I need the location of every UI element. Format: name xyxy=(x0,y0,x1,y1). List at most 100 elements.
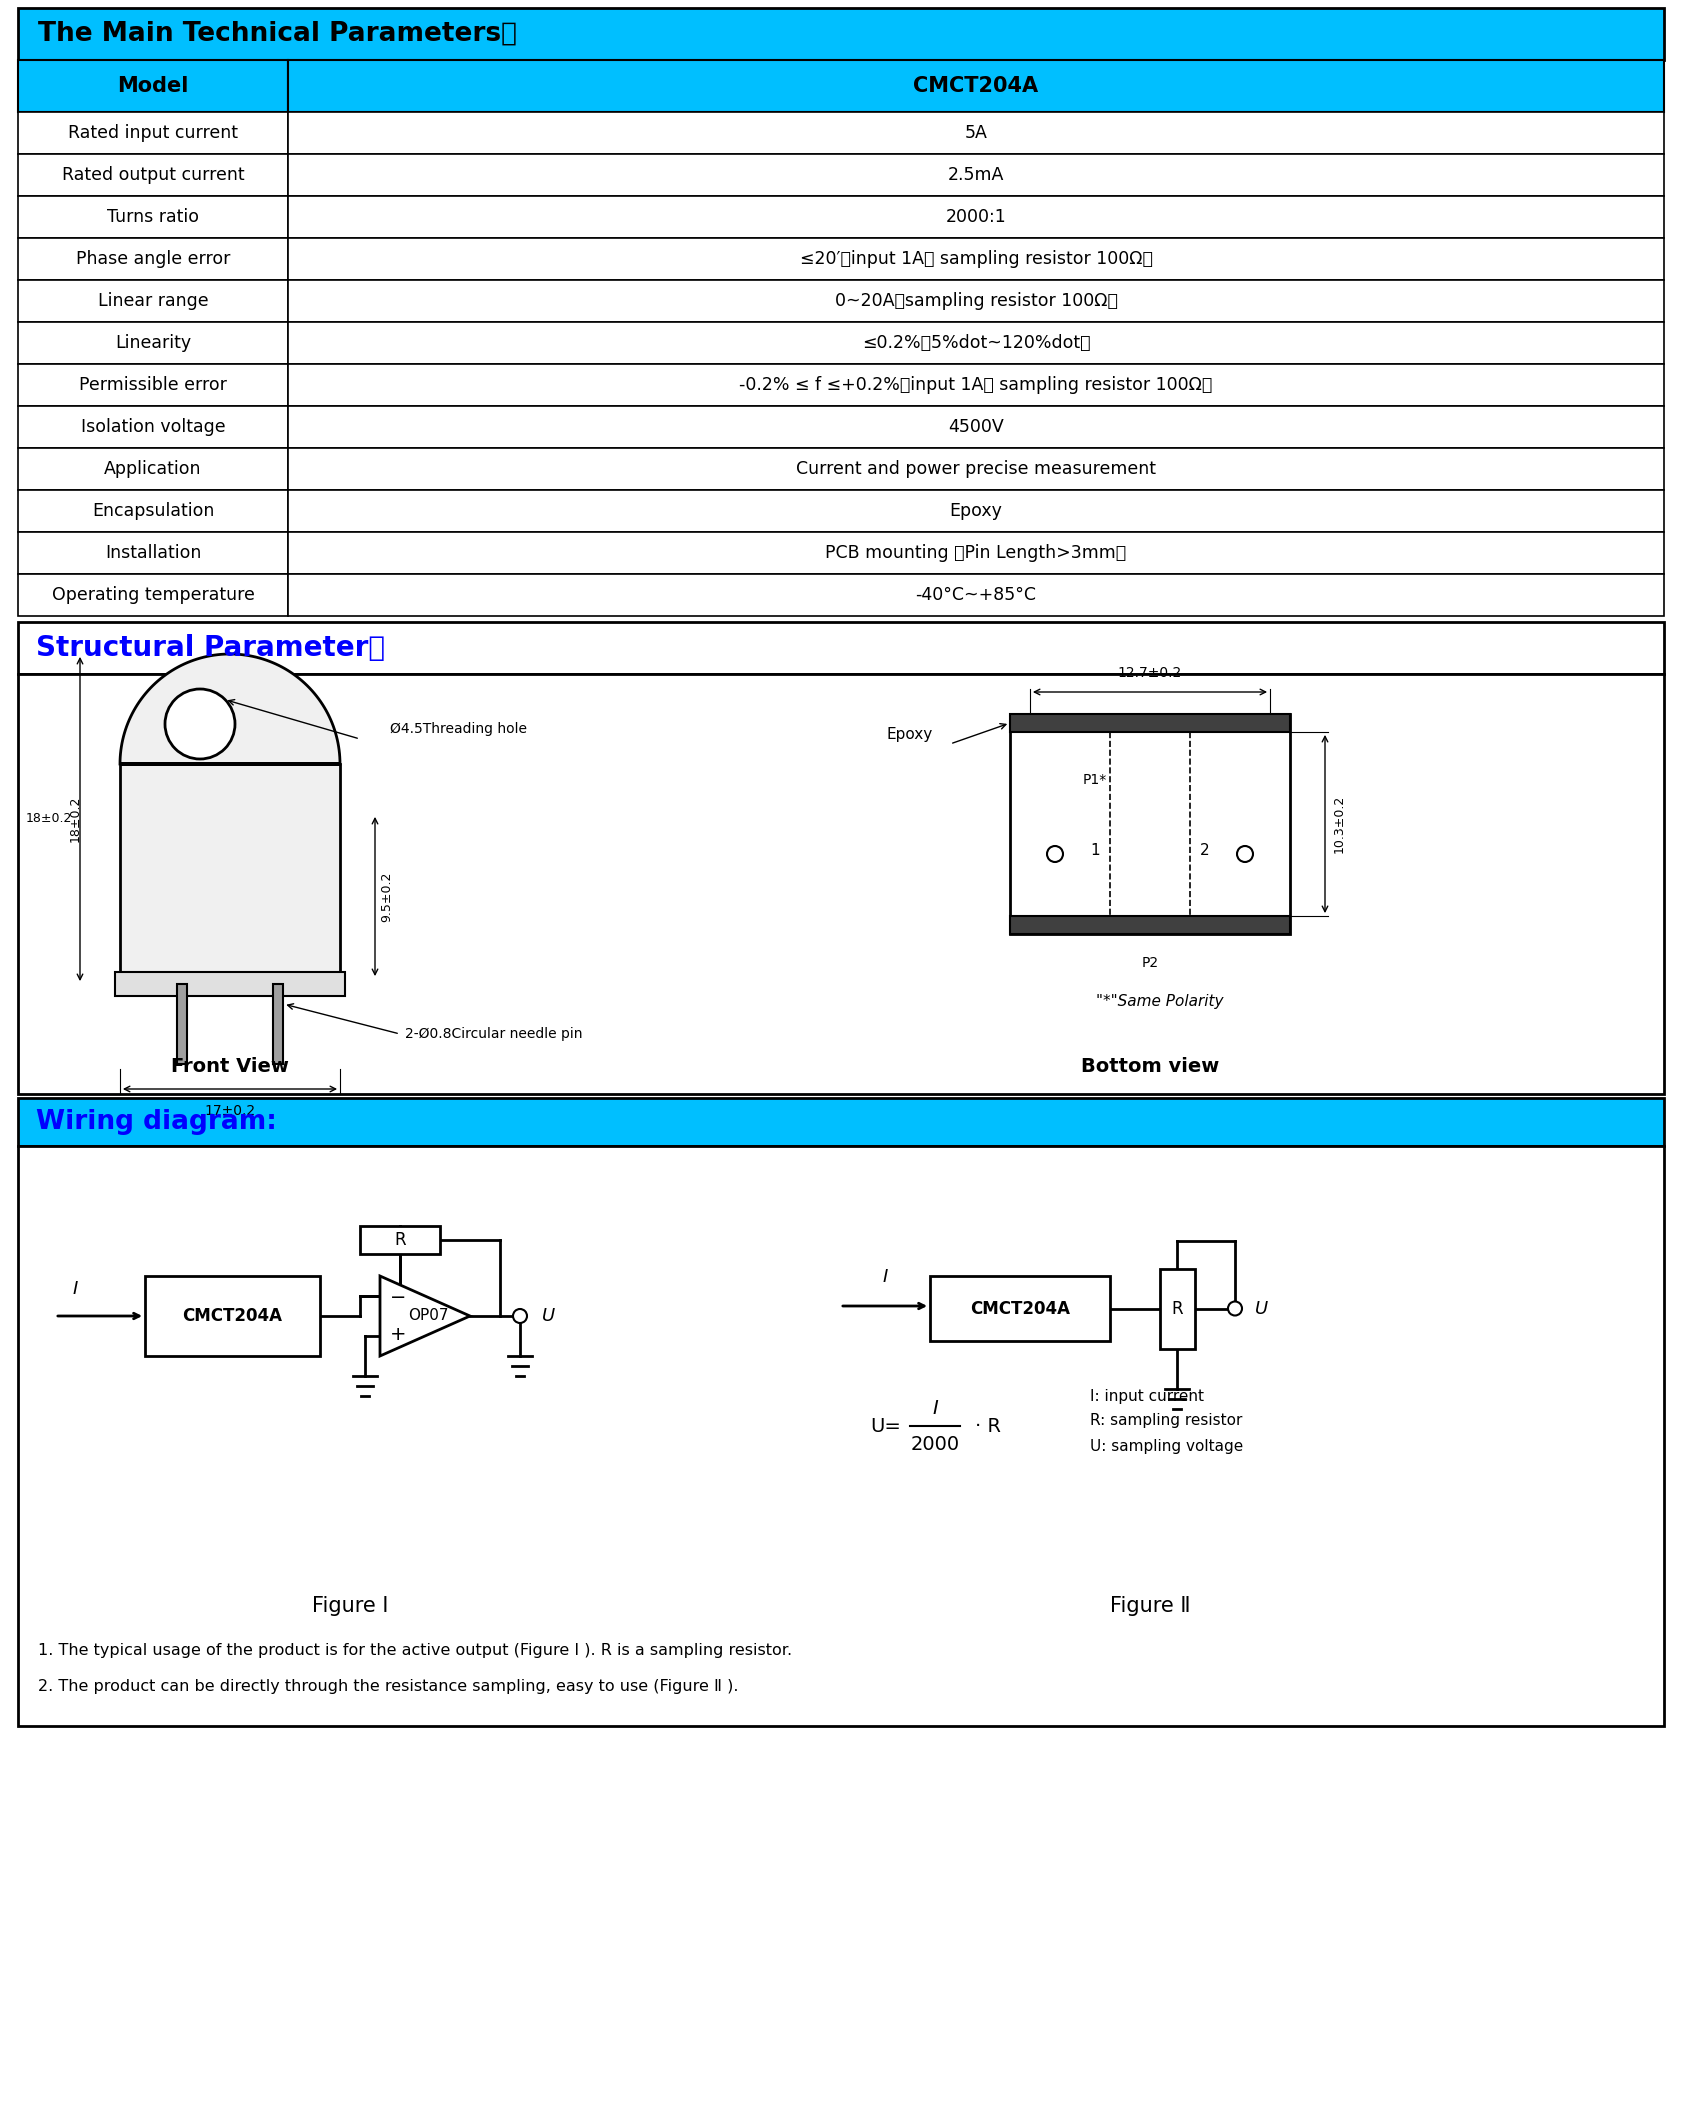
Text: R: R xyxy=(1172,1300,1184,1317)
Bar xyxy=(288,447,1663,490)
Text: The Main Technical Parameters：: The Main Technical Parameters： xyxy=(39,21,516,46)
Text: 2.5mA: 2.5mA xyxy=(949,167,1004,184)
Text: U: U xyxy=(1255,1300,1268,1317)
Text: Linearity: Linearity xyxy=(114,333,192,352)
Bar xyxy=(19,447,288,490)
Text: U: U xyxy=(542,1306,555,1325)
Text: P2: P2 xyxy=(1142,956,1159,971)
Text: · R: · R xyxy=(976,1416,1001,1435)
Text: 4500V: 4500V xyxy=(949,418,1004,437)
Text: -40°C~+85°C: -40°C~+85°C xyxy=(915,587,1036,603)
Text: Encapsulation: Encapsulation xyxy=(93,502,214,519)
Polygon shape xyxy=(380,1277,469,1357)
Text: Linear range: Linear range xyxy=(98,291,209,310)
Text: 17±0.2: 17±0.2 xyxy=(205,1104,256,1118)
Text: 1. The typical usage of the product is for the active output (Figure Ⅰ ). R is a: 1. The typical usage of the product is f… xyxy=(39,1644,792,1658)
Text: 10.3±0.2: 10.3±0.2 xyxy=(1334,795,1346,852)
Bar xyxy=(19,622,1663,673)
Bar xyxy=(19,323,288,365)
Circle shape xyxy=(513,1308,526,1323)
Bar xyxy=(288,238,1663,281)
Text: Rated output current: Rated output current xyxy=(62,167,244,184)
Text: P1*: P1* xyxy=(1083,772,1107,787)
Bar xyxy=(288,196,1663,238)
Text: I: I xyxy=(932,1399,939,1418)
Circle shape xyxy=(1236,846,1253,863)
Text: I: I xyxy=(72,1281,77,1298)
Text: Operating temperature: Operating temperature xyxy=(52,587,254,603)
Text: Application: Application xyxy=(104,460,202,479)
Circle shape xyxy=(1228,1302,1241,1315)
Bar xyxy=(119,764,340,983)
Text: PCB mounting （Pin Length>3mm）: PCB mounting （Pin Length>3mm） xyxy=(826,544,1127,561)
Bar xyxy=(19,196,288,238)
Text: 2: 2 xyxy=(1201,842,1209,859)
Bar xyxy=(19,405,288,447)
Bar xyxy=(288,112,1663,154)
Text: ≤0.2%（5%dot~120%dot）: ≤0.2%（5%dot~120%dot） xyxy=(861,333,1090,352)
Text: -0.2% ≤ f ≤+0.2%（input 1A， sampling resistor 100Ω）: -0.2% ≤ f ≤+0.2%（input 1A， sampling resi… xyxy=(740,376,1213,395)
Bar xyxy=(19,490,288,532)
Text: I: I xyxy=(883,1268,888,1285)
Bar xyxy=(19,281,288,323)
Bar xyxy=(19,365,288,405)
Text: +: + xyxy=(390,1325,407,1344)
Text: Figure Ⅱ: Figure Ⅱ xyxy=(1110,1595,1191,1616)
Text: 2000: 2000 xyxy=(910,1435,959,1454)
Text: CMCT204A: CMCT204A xyxy=(913,76,1038,95)
Text: −: − xyxy=(390,1289,405,1308)
Bar xyxy=(930,1277,1110,1342)
Bar xyxy=(19,574,288,616)
Text: 9.5±0.2: 9.5±0.2 xyxy=(380,871,394,922)
Text: 12.7±0.2: 12.7±0.2 xyxy=(1119,667,1182,679)
Text: OP07: OP07 xyxy=(407,1308,447,1323)
Text: R: R xyxy=(394,1230,405,1249)
Text: Current and power precise measurement: Current and power precise measurement xyxy=(796,460,1156,479)
Bar xyxy=(1009,713,1290,935)
Bar xyxy=(19,238,288,281)
Text: U: sampling voltage: U: sampling voltage xyxy=(1090,1439,1243,1454)
Text: U=: U= xyxy=(870,1416,902,1435)
Text: Front View: Front View xyxy=(172,1057,289,1076)
Bar xyxy=(19,8,1663,59)
Bar xyxy=(114,973,345,996)
Text: Isolation voltage: Isolation voltage xyxy=(81,418,225,437)
Text: 18±0.2: 18±0.2 xyxy=(25,812,72,825)
Bar xyxy=(19,112,288,154)
Bar xyxy=(274,983,283,1063)
Bar xyxy=(19,673,1663,1093)
Bar xyxy=(288,532,1663,574)
Bar xyxy=(19,154,288,196)
Text: Installation: Installation xyxy=(104,544,202,561)
Text: R: sampling resistor: R: sampling resistor xyxy=(1090,1414,1243,1428)
Text: CMCT204A: CMCT204A xyxy=(971,1300,1070,1317)
Bar xyxy=(288,59,1663,112)
Bar xyxy=(288,365,1663,405)
Text: Phase angle error: Phase angle error xyxy=(76,249,230,268)
Text: Permissible error: Permissible error xyxy=(79,376,227,395)
Bar xyxy=(177,983,187,1063)
Text: 5A: 5A xyxy=(964,124,987,141)
Text: 1: 1 xyxy=(1090,842,1100,859)
Bar xyxy=(288,574,1663,616)
Text: "*"Same Polarity: "*"Same Polarity xyxy=(1097,994,1224,1009)
PathPatch shape xyxy=(119,654,340,764)
Text: Ø4.5Threading hole: Ø4.5Threading hole xyxy=(390,722,526,736)
Circle shape xyxy=(165,690,235,760)
Bar xyxy=(19,1097,1663,1146)
Bar xyxy=(1009,713,1290,732)
Text: Bottom view: Bottom view xyxy=(1082,1057,1219,1076)
Text: Figure Ⅰ: Figure Ⅰ xyxy=(311,1595,389,1616)
Bar xyxy=(1161,1268,1194,1348)
Text: ≤20′（input 1A， sampling resistor 100Ω）: ≤20′（input 1A， sampling resistor 100Ω） xyxy=(799,249,1152,268)
Bar xyxy=(360,1226,441,1253)
Text: 18±0.2: 18±0.2 xyxy=(69,795,81,842)
Bar xyxy=(19,1146,1663,1726)
Text: Turns ratio: Turns ratio xyxy=(108,209,198,226)
Bar xyxy=(288,490,1663,532)
Bar xyxy=(19,59,288,112)
Circle shape xyxy=(1046,846,1063,863)
Text: Model: Model xyxy=(118,76,188,95)
Text: Wiring diagram:: Wiring diagram: xyxy=(35,1110,278,1135)
Bar xyxy=(19,532,288,574)
